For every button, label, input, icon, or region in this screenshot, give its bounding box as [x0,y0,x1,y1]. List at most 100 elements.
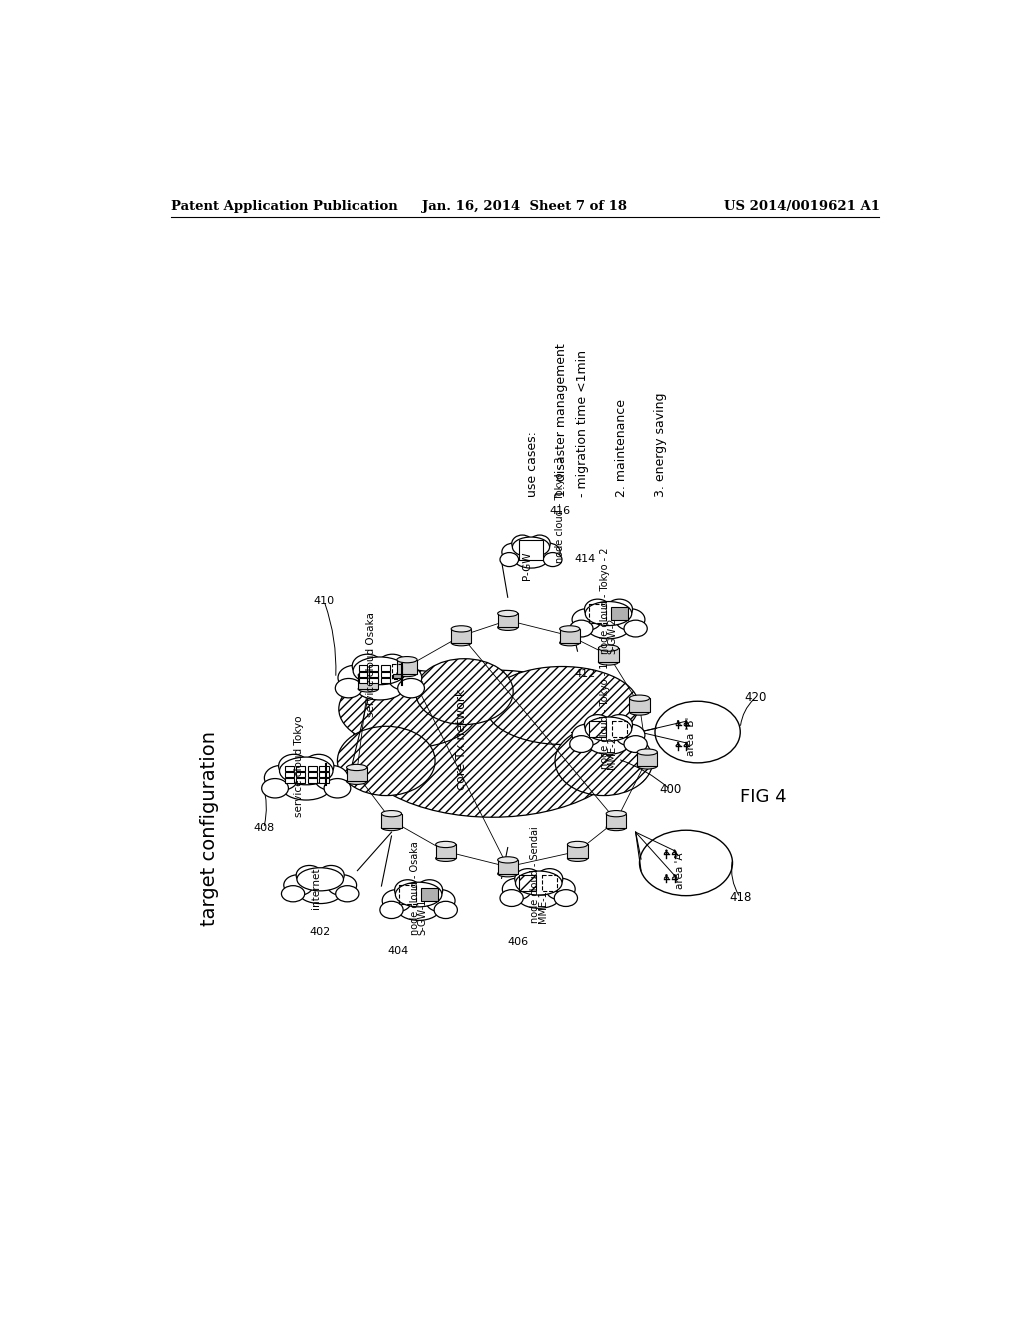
Text: 2. maintenance: 2. maintenance [614,399,628,498]
Circle shape [674,874,676,876]
Circle shape [685,742,687,743]
Circle shape [677,742,679,743]
Ellipse shape [585,714,611,735]
Ellipse shape [606,825,627,830]
Ellipse shape [498,857,518,863]
Bar [542,874,557,891]
Ellipse shape [452,626,471,632]
Ellipse shape [397,678,424,698]
Ellipse shape [587,616,630,639]
Bar [637,752,657,766]
Ellipse shape [606,599,633,619]
Text: 414: 414 [574,554,596,564]
Ellipse shape [544,553,562,566]
Text: internet: internet [311,867,322,909]
Ellipse shape [500,890,523,907]
Bar [319,777,329,783]
Ellipse shape [503,878,531,900]
Bar [393,673,400,678]
Ellipse shape [624,735,647,752]
Ellipse shape [598,645,618,651]
Ellipse shape [377,655,408,677]
Ellipse shape [606,810,627,817]
Ellipse shape [296,866,323,886]
Bar [319,766,329,771]
Ellipse shape [397,656,417,663]
Circle shape [674,850,676,851]
Text: node cloud - Sendai: node cloud - Sendai [529,826,540,923]
Text: core Tx network: core Tx network [455,689,468,789]
Ellipse shape [569,620,593,638]
Ellipse shape [624,620,647,638]
Text: 412: 412 [574,669,596,680]
Bar [611,607,628,620]
Text: 420: 420 [744,690,767,704]
Bar [285,766,294,771]
Circle shape [677,721,679,722]
Bar [560,628,580,643]
Bar [346,767,367,781]
Ellipse shape [555,726,652,796]
Bar [498,614,518,627]
Bar [519,540,543,560]
Bar [308,772,317,777]
Ellipse shape [615,609,645,631]
Bar [285,772,294,777]
Bar [358,675,378,689]
Text: node cloud - Osaka: node cloud - Osaka [410,841,420,935]
Ellipse shape [338,665,372,690]
Ellipse shape [339,671,478,748]
Bar [296,772,305,777]
Bar [598,648,618,663]
Ellipse shape [569,735,593,752]
Ellipse shape [397,671,417,677]
Ellipse shape [546,878,575,900]
Ellipse shape [352,671,632,817]
Bar [589,721,606,738]
Ellipse shape [262,779,289,799]
Ellipse shape [416,659,513,725]
Text: 418: 418 [729,891,752,904]
Ellipse shape [514,549,548,568]
Text: service cloud Osaka: service cloud Osaka [366,611,376,717]
Bar [589,605,606,623]
Ellipse shape [324,779,351,799]
Ellipse shape [615,725,645,746]
Text: Jan. 16, 2014  Sheet 7 of 18: Jan. 16, 2014 Sheet 7 of 18 [422,199,628,213]
Bar [370,672,378,677]
Ellipse shape [560,640,580,645]
Ellipse shape [637,763,657,770]
Text: area 'A': area 'A' [675,850,685,888]
Ellipse shape [358,686,378,692]
Bar [370,677,378,684]
Bar [370,665,378,671]
Ellipse shape [381,825,401,830]
Ellipse shape [512,537,550,557]
Ellipse shape [537,869,563,890]
Bar [381,813,401,828]
Ellipse shape [572,725,601,746]
Text: 402: 402 [309,927,331,937]
Text: MME-2: MME-2 [607,737,617,770]
Ellipse shape [388,665,422,690]
Bar [421,887,438,902]
Ellipse shape [397,898,440,920]
Bar [519,874,537,891]
Ellipse shape [284,875,313,895]
Ellipse shape [297,867,343,891]
Ellipse shape [395,882,442,907]
Bar [381,677,389,684]
Text: 400: 400 [659,783,682,796]
Ellipse shape [630,709,649,715]
Bar [296,777,305,783]
Text: 3. energy saving: 3. energy saving [653,393,667,498]
Text: 410: 410 [313,597,335,606]
Ellipse shape [567,855,588,862]
Text: use cases:: use cases: [525,432,539,498]
Text: S-GW-1: S-GW-1 [418,898,427,935]
Bar [611,721,627,738]
Bar [452,628,471,643]
Bar [435,845,456,858]
Ellipse shape [586,717,632,741]
Text: service cloud Tokyo: service cloud Tokyo [294,715,303,817]
